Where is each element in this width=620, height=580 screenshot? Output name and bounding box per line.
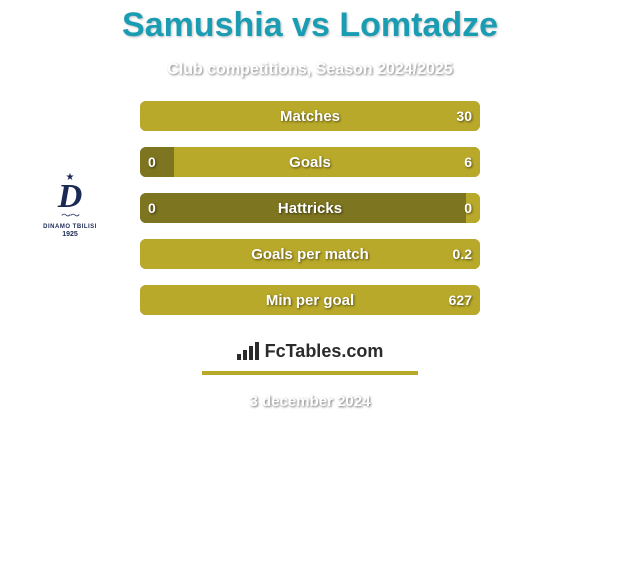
stat-value-right: 6 — [456, 147, 480, 177]
brand-bars-icon — [237, 342, 259, 360]
stat-value-right: 0 — [456, 193, 480, 223]
brand-badge: FcTables.com — [202, 331, 418, 375]
page-subtitle: Club competitions, Season 2024/2025 — [0, 61, 620, 79]
brand-text: FcTables.com — [265, 341, 384, 362]
player-slot-right-2 — [500, 157, 600, 183]
badge-year: 1925 — [62, 231, 78, 238]
stat-row: Goals per match0.2 — [140, 239, 480, 269]
stat-row: Matches30 — [140, 101, 480, 131]
stat-row: Goals0 6 — [140, 147, 480, 177]
stat-label: Min per goal — [140, 285, 480, 315]
stat-label: Goals per match — [140, 239, 480, 269]
player-slot-left — [10, 109, 110, 135]
stat-value-right: 0.2 — [445, 239, 480, 269]
badge-club-name: DINAMO TBILISI — [43, 224, 97, 230]
badge-swoosh-icon: 〜〜 — [61, 207, 79, 222]
comparison-panel: ★ D 〜〜 DINAMO TBILISI 1925 Matches30 Goal… — [0, 101, 620, 410]
stats-bars: Matches30Goals06Hattricks00Goals per mat… — [140, 101, 480, 315]
stat-label: Goals — [140, 147, 480, 177]
stat-value-left: 0 — [140, 193, 164, 223]
club-badge: ★ D 〜〜 DINAMO TBILISI 1925 — [28, 161, 112, 245]
player-slot-right-1 — [510, 109, 610, 135]
stat-value-right: 627 — [441, 285, 480, 315]
stat-row: Min per goal627 — [140, 285, 480, 315]
stat-value-left: 0 — [140, 147, 164, 177]
generated-date: 3 december 2024 — [0, 393, 620, 410]
header: Samushia vs Lomtadze Club competitions, … — [0, 0, 620, 79]
stat-label: Matches — [140, 101, 480, 131]
stat-label: Hattricks — [140, 193, 480, 223]
page-title: Samushia vs Lomtadze — [0, 6, 620, 45]
stat-row: Hattricks0 0 — [140, 193, 480, 223]
stat-value-right: 30 — [448, 101, 480, 131]
